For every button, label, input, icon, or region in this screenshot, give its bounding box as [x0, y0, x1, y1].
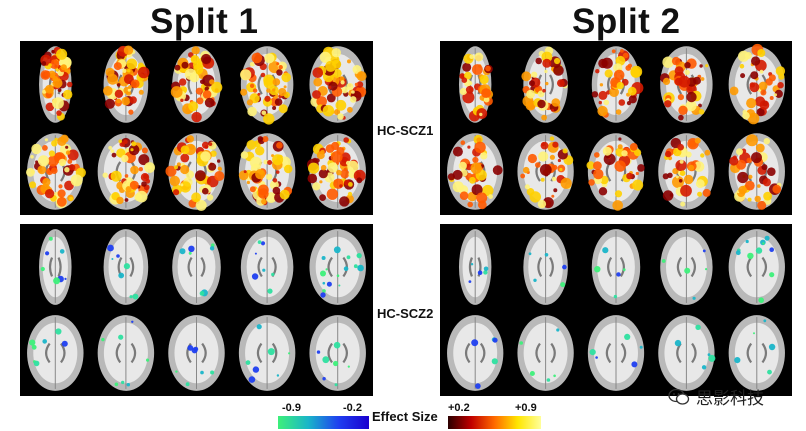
brain-slice	[240, 46, 294, 125]
brain-slice	[658, 315, 716, 391]
colorbar-tick-pos-min: +0.2	[448, 402, 470, 414]
brain-slice	[97, 133, 155, 210]
brain-slice	[591, 229, 641, 305]
brain-slice	[660, 229, 713, 305]
brain-slices-split1-hc-scz1	[26, 45, 367, 211]
brain-slice	[103, 229, 149, 305]
brain-slice	[103, 45, 150, 123]
brain-slice	[728, 229, 785, 305]
brain-slice	[170, 46, 223, 123]
brain-slice	[309, 229, 366, 305]
brain-slice	[168, 315, 225, 391]
colorbar-tick-neg-min: -0.9	[282, 402, 301, 414]
colorbar-title: Effect Size	[372, 409, 438, 424]
brain-slice	[172, 229, 221, 305]
brain-slice	[458, 46, 494, 123]
brain-slice	[517, 133, 574, 210]
brain-slices-split2-hc-scz1	[447, 43, 786, 211]
colorbar-tick-neg-max: -0.2	[343, 402, 362, 414]
brain-slice	[523, 229, 568, 305]
brain-slice	[728, 315, 785, 391]
brain-slices-split2-hc-scz2	[447, 229, 785, 391]
wechat-icon	[668, 388, 690, 405]
brain-slice	[587, 315, 645, 391]
brain-slice	[517, 315, 574, 391]
brain-slice	[39, 46, 73, 123]
brain-slice	[521, 46, 568, 123]
split-2-title: Split 2	[572, 2, 681, 41]
brain-slice	[27, 315, 84, 391]
brain-slice	[591, 46, 644, 123]
brain-slice	[658, 133, 715, 210]
brain-slice	[586, 133, 645, 211]
brain-slices-split1-hc-scz2	[27, 229, 366, 391]
brain-slice	[309, 46, 367, 123]
row-label-hc-scz2: HC-SCZ2	[377, 306, 434, 321]
brain-slice	[447, 133, 504, 210]
brain-slice	[447, 315, 504, 391]
brain-slice	[307, 133, 366, 210]
colorbar-tick-pos-max: +0.9	[515, 402, 537, 414]
watermark: 思影科技	[668, 384, 764, 409]
brain-slice	[97, 315, 155, 391]
split-1-title: Split 1	[150, 2, 259, 41]
brain-slice	[728, 133, 785, 210]
brain-slice	[458, 229, 492, 305]
colorbar-negative	[278, 416, 369, 429]
panel-split2-hc-scz1	[440, 41, 792, 215]
panel-split1-hc-scz2	[20, 224, 373, 396]
colorbar-positive	[448, 416, 541, 429]
brain-slice	[659, 46, 713, 123]
row-label-hc-scz1: HC-SCZ1	[377, 123, 434, 138]
panel-split2-hc-scz2	[440, 224, 792, 396]
brain-slice	[39, 229, 72, 305]
panel-split1-hc-scz1	[20, 41, 373, 215]
brain-slice	[165, 133, 225, 211]
brain-slice	[26, 133, 86, 210]
brain-slice	[309, 315, 366, 391]
brain-slice	[728, 43, 786, 125]
brain-slice	[238, 315, 296, 391]
brain-slice	[240, 229, 294, 305]
brain-slice	[238, 133, 296, 210]
watermark-text: 思影科技	[696, 389, 764, 408]
